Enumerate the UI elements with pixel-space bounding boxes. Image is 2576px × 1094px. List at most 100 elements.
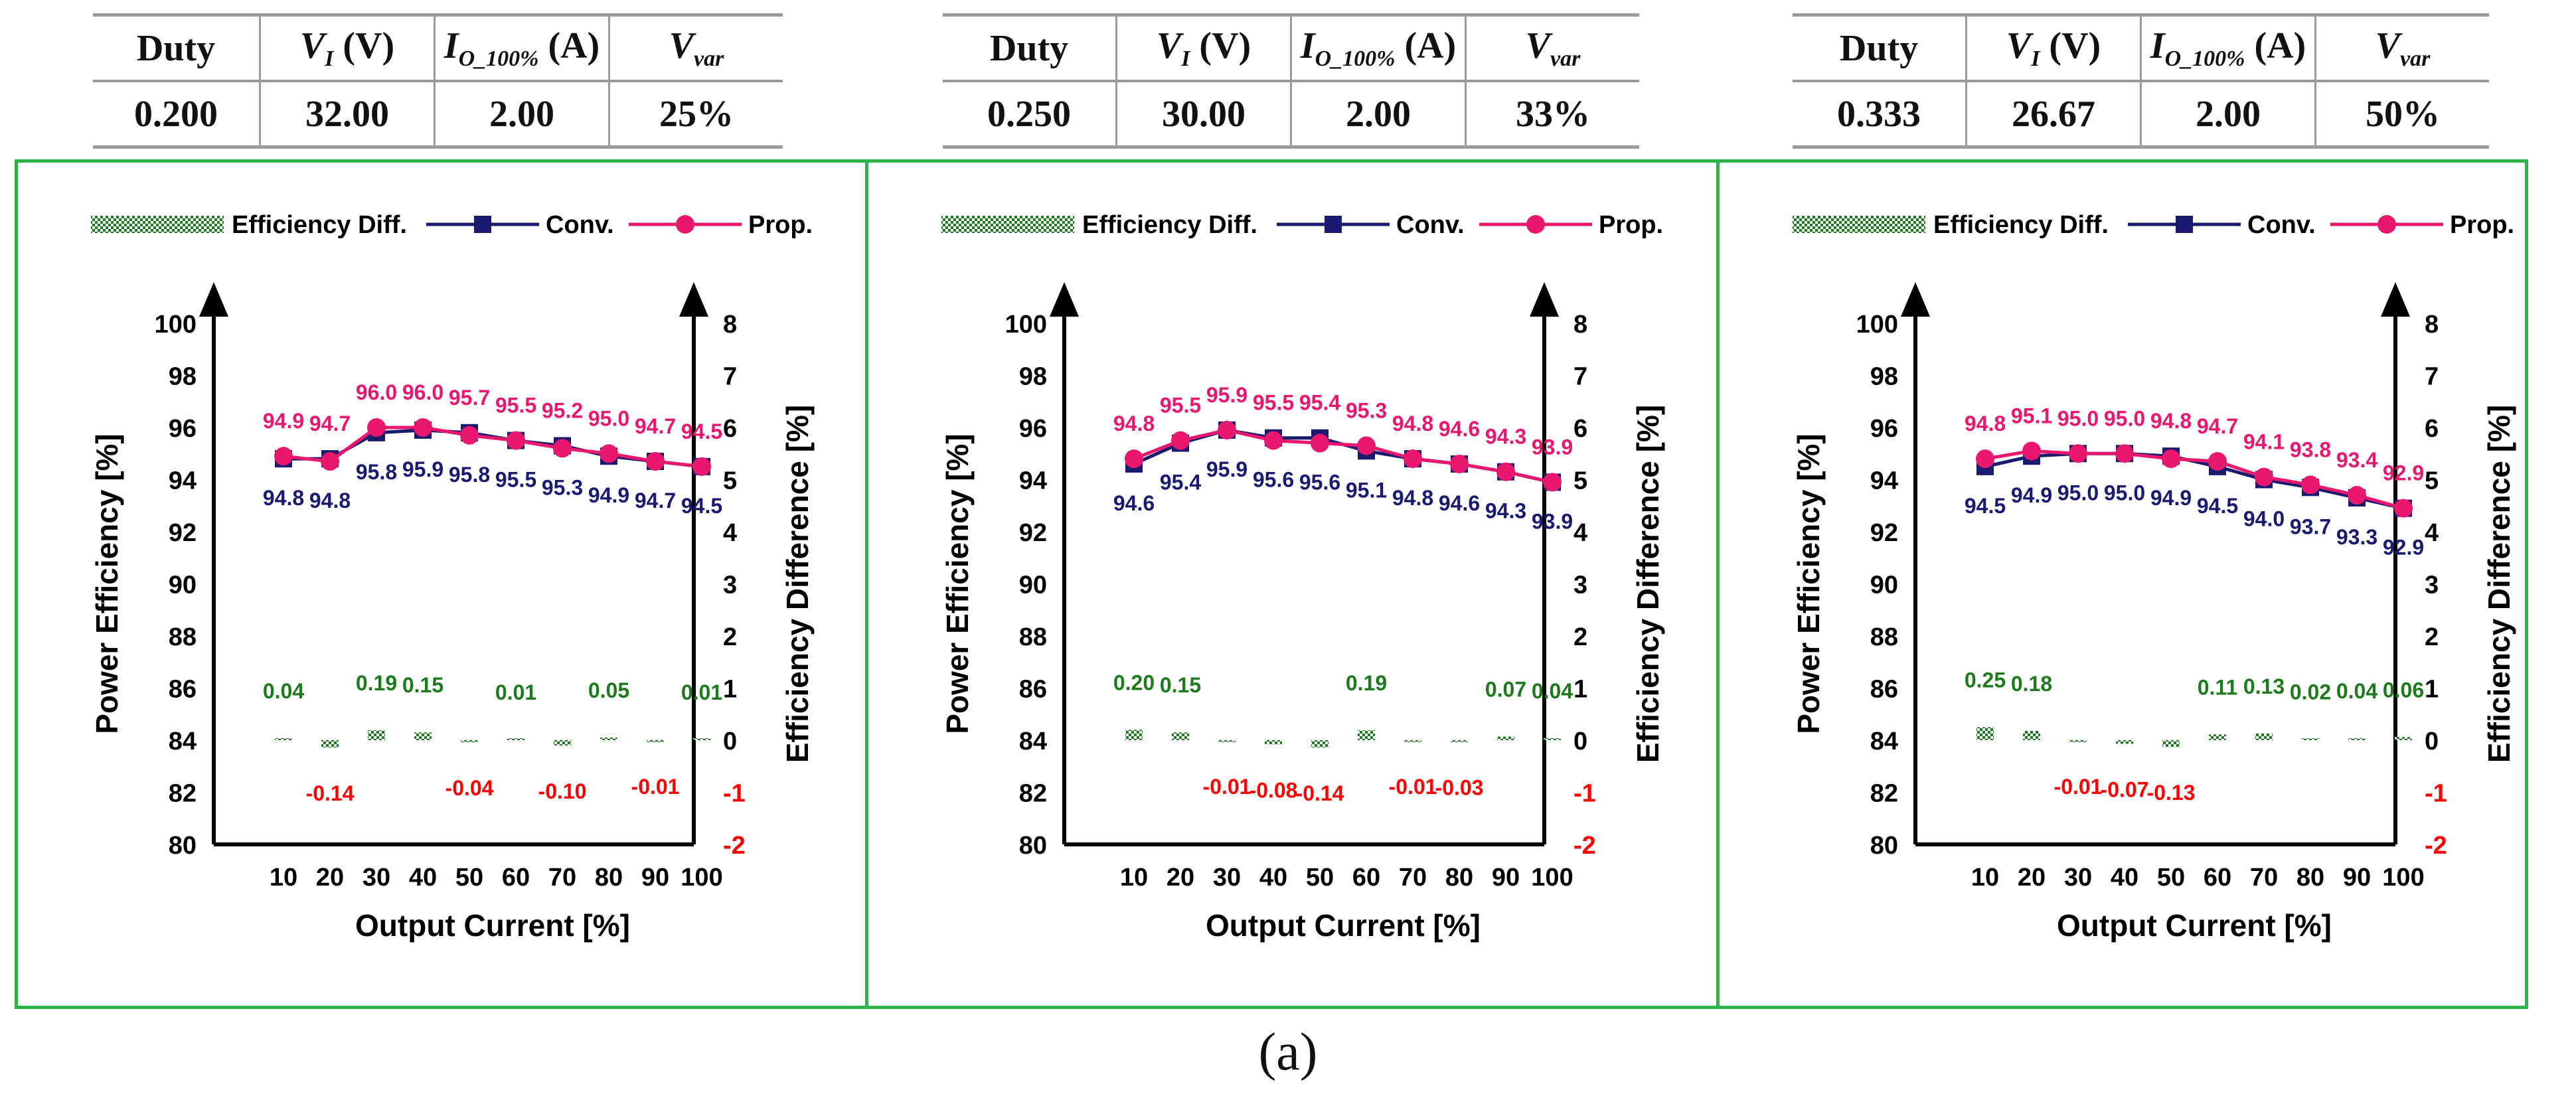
y-axis-title-right: Efficiency Difference [%] (2482, 405, 2516, 763)
conv-data-label: 95.8 (449, 463, 490, 487)
legend-label-prop: Prop. (748, 211, 813, 239)
y-tick-label-right: 6 (723, 415, 737, 443)
panel-divider (1716, 159, 1720, 1009)
y-tick-label-right: 4 (1573, 519, 1587, 547)
diff-data-label: 0.13 (2243, 674, 2285, 698)
diff-bar (414, 732, 432, 740)
x-axis-title: Output Current [%] (355, 908, 630, 943)
y-tick-label-left: 80 (169, 832, 197, 860)
table-header-input-voltage: VI (V) (259, 13, 435, 82)
x-tick-label: 100 (1531, 864, 1573, 892)
y-tick-label-left: 94 (1870, 467, 1898, 495)
y-axis-right-arrow (1530, 282, 1559, 317)
marker-prop (600, 444, 618, 463)
y-tick-label-left: 84 (169, 728, 197, 755)
prop-data-label: 94.1 (2243, 430, 2285, 454)
conv-data-label: 93.3 (2336, 525, 2377, 549)
y-tick-label-right: 1 (2425, 676, 2439, 704)
y-tick-label-left: 90 (169, 572, 197, 599)
prop-data-label: 96.0 (402, 380, 443, 404)
y-tick-label-right: 2 (723, 623, 737, 651)
marker-prop (507, 431, 525, 450)
conv-data-label: 94.7 (635, 489, 676, 512)
diff-bar (600, 738, 617, 740)
legend-marker-conv (2176, 216, 2193, 233)
x-tick-label: 30 (1213, 864, 1241, 892)
prop-data-label: 95.5 (1253, 391, 1294, 415)
diff-data-label: 0.20 (1113, 670, 1155, 694)
prop-data-label: 96.0 (356, 380, 397, 404)
legend-label-prop: Prop. (2450, 211, 2514, 239)
marker-prop (692, 457, 711, 476)
y-tick-label-left: 86 (1870, 676, 1898, 704)
y-tick-label-right: 5 (1573, 467, 1587, 495)
y-tick-label-right: 7 (2425, 363, 2439, 391)
y-tick-label-left: 96 (1870, 415, 1898, 443)
y-tick-label-left: 90 (1019, 572, 1047, 599)
diff-bar (2395, 737, 2412, 740)
conv-data-label: 94.5 (2197, 494, 2238, 518)
x-tick-label: 10 (1971, 864, 1999, 892)
y-tick-label-right: 0 (2425, 728, 2439, 755)
diff-data-label: 0.04 (1532, 679, 1573, 703)
diff-data-label: 0.19 (356, 671, 397, 695)
y-tick-label-right: -1 (1573, 780, 1596, 808)
efficiency-chart: Efficiency Diff. Conv. Prop.80828486889092… (940, 211, 1665, 943)
x-tick-label: 70 (1399, 864, 1427, 892)
legend-label-conv: Conv. (546, 211, 614, 239)
diff-data-label: -0.10 (538, 779, 587, 803)
x-tick-label: 40 (2111, 864, 2138, 892)
series-line-prop (1133, 428, 1553, 484)
diff-bar (554, 740, 571, 745)
table-cell-input-voltage: 26.67 (1965, 81, 2141, 149)
y-tick-label-left: 82 (1870, 780, 1898, 808)
prop-data-label: 93.8 (2290, 437, 2331, 461)
diff-data-label: 0.18 (2011, 672, 2052, 696)
y-tick-label-right: 2 (2425, 623, 2439, 651)
y-tick-label-left: 90 (1870, 572, 1898, 599)
y-tick-label-left: 100 (1005, 311, 1047, 339)
y-tick-label-right: 0 (723, 728, 737, 755)
prop-data-label: 95.4 (1299, 391, 1340, 415)
table-header-voltage-variation: Vvar (2314, 13, 2489, 82)
y-axis-title-left: Power Efficiency [%] (90, 433, 124, 734)
y-axis-title-left: Power Efficiency [%] (1791, 433, 1826, 734)
prop-data-label: 95.0 (2057, 406, 2099, 430)
x-tick-label: 30 (362, 864, 390, 892)
diff-bar (1976, 727, 1994, 740)
y-tick-label-left: 92 (169, 519, 197, 547)
parameter-table: Duty VI (V) IO_100% (A) Vvar 0.200 32.00… (93, 13, 783, 149)
prop-data-label: 95.7 (449, 386, 490, 410)
y-tick-label-right: 3 (723, 572, 737, 599)
legend-swatch-efficiency-diff (941, 216, 1074, 233)
conv-data-label: 95.4 (1160, 471, 1201, 495)
x-tick-label: 40 (409, 864, 437, 892)
conv-data-label: 94.0 (2243, 507, 2285, 531)
y-axis-title-right: Efficiency Difference [%] (780, 405, 815, 763)
y-tick-label-left: 88 (1019, 623, 1047, 651)
y-tick-label-left: 98 (1870, 363, 1898, 391)
marker-prop (2069, 444, 2087, 463)
diff-data-label: 0.19 (1346, 671, 1387, 695)
legend-marker-prop (1526, 215, 1545, 234)
diff-bar (321, 740, 339, 747)
chart-panel-frame (15, 159, 2528, 1009)
prop-data-label: 94.7 (635, 414, 676, 438)
table-header-output-current: IO_100% (A) (434, 13, 609, 82)
diff-bar (1544, 738, 1561, 740)
marker-prop (2162, 449, 2180, 469)
diff-data-label: -0.01 (1203, 775, 1251, 799)
y-tick-label-left: 92 (1019, 519, 1047, 547)
prop-data-label: 95.5 (495, 394, 536, 418)
table-header-output-current: IO_100% (A) (2140, 13, 2316, 82)
marker-prop (274, 447, 293, 466)
x-tick-label: 80 (1445, 864, 1473, 892)
diff-bar (693, 738, 710, 740)
y-tick-label-right: -2 (2425, 832, 2447, 860)
x-tick-label: 40 (1259, 864, 1287, 892)
y-axis-right-arrow (2381, 282, 2410, 317)
diff-bar (2348, 738, 2366, 740)
y-tick-label-left: 96 (1019, 415, 1047, 443)
x-tick-label: 90 (641, 864, 669, 892)
legend-label-prop: Prop. (1599, 211, 1663, 239)
